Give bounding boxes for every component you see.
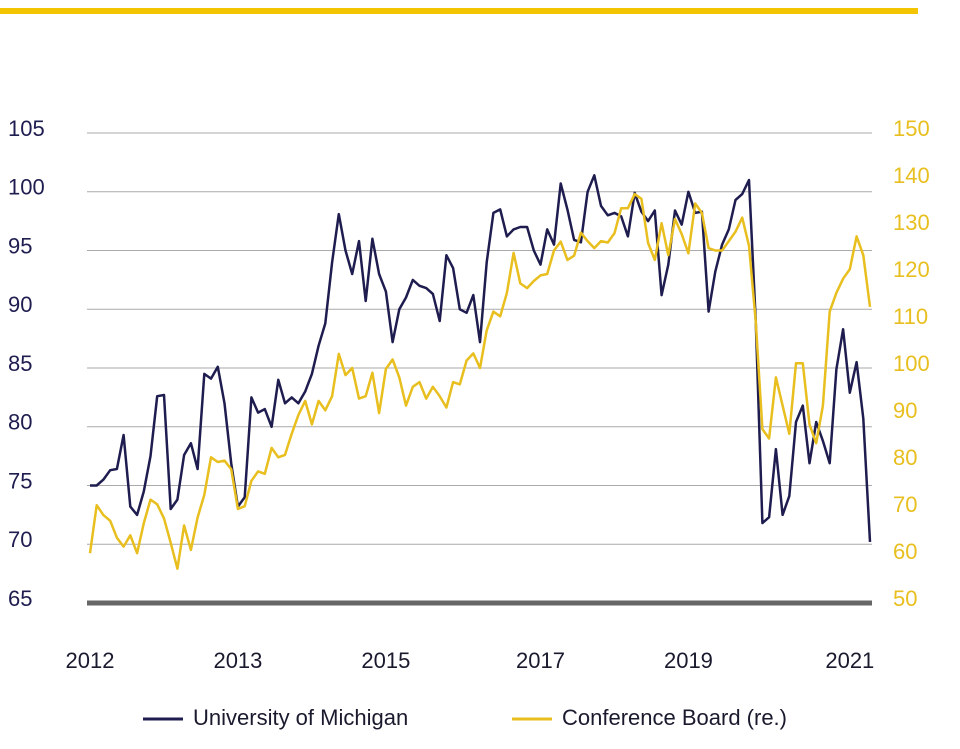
y2-tick-label: 80 <box>893 445 917 470</box>
y2-tick-label: 110 <box>893 304 928 329</box>
y-tick-label: 65 <box>8 586 32 611</box>
x-tick-label: 2013 <box>213 648 262 673</box>
y2-tick-label: 140 <box>893 163 930 188</box>
y-tick-label: 90 <box>8 292 32 317</box>
y2-tick-label: 90 <box>893 398 917 423</box>
y-tick-label: 105 <box>8 116 45 141</box>
y2-tick-label: 130 <box>893 210 930 235</box>
y-tick-label: 70 <box>8 527 32 552</box>
x-tick-label: 2012 <box>66 648 115 673</box>
y-tick-label: 80 <box>8 410 32 435</box>
y2-tick-label: 100 <box>893 351 930 376</box>
y2-tick-label: 120 <box>893 257 930 282</box>
series-line <box>90 174 872 542</box>
y-tick-label: 100 <box>8 175 45 200</box>
y2-tick-label: 70 <box>893 492 917 517</box>
legend-label: University of Michigan <box>193 705 408 730</box>
top-bar <box>0 8 918 14</box>
legend-label: Conference Board (re.) <box>562 705 787 730</box>
y2-tick-label: 50 <box>893 586 917 611</box>
y2-tick-label: 150 <box>893 116 930 141</box>
y-tick-label: 95 <box>8 233 32 258</box>
x-tick-label: 2015 <box>361 648 410 673</box>
y2-tick-label: 60 <box>893 539 917 564</box>
x-tick-label: 2021 <box>825 648 874 673</box>
x-tick-label: 2017 <box>516 648 565 673</box>
y-tick-label: 75 <box>8 468 32 493</box>
series-line <box>88 192 872 570</box>
x-tick-label: 2019 <box>664 648 713 673</box>
y-tick-label: 85 <box>8 351 32 376</box>
